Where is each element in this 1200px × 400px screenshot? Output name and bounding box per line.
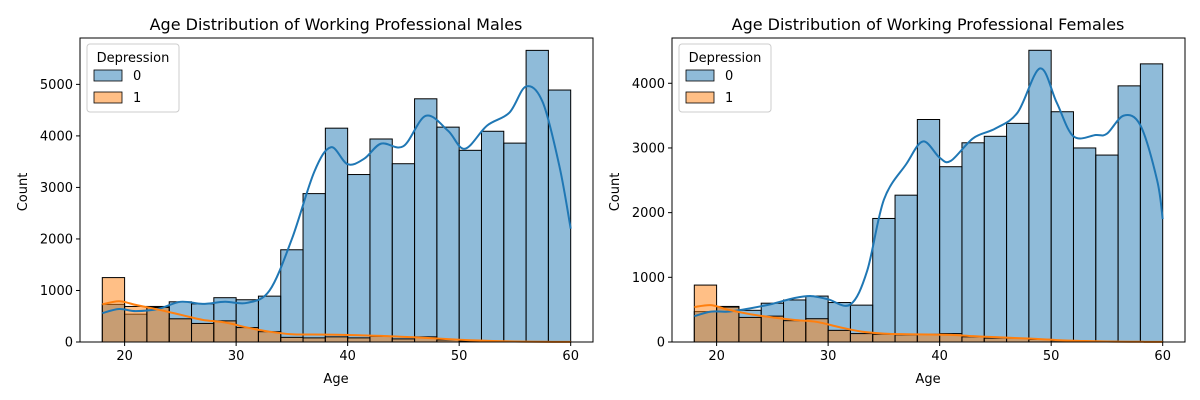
histogram-bar bbox=[480, 130, 505, 343]
y-tick-label: 3000 bbox=[632, 141, 665, 156]
y-axis-label: Count bbox=[16, 173, 31, 212]
histogram-bar bbox=[324, 336, 349, 343]
y-ticks: 0 1000 2000 3000 4000 5000 bbox=[40, 78, 80, 351]
histogram-bar bbox=[302, 193, 326, 343]
legend-swatch-1 bbox=[685, 91, 715, 104]
histogram-bar bbox=[1095, 154, 1119, 343]
legend: Depression 0 1 bbox=[86, 43, 180, 113]
histogram-bar bbox=[783, 320, 807, 343]
histogram-bars bbox=[693, 49, 1164, 343]
kde-line-1 bbox=[694, 304, 1163, 343]
y-tick-label: 4000 bbox=[40, 129, 73, 144]
histogram-bar bbox=[191, 322, 215, 343]
legend-swatch-0 bbox=[93, 69, 123, 82]
legend-label-1: 1 bbox=[133, 91, 141, 106]
chart-title: Age Distribution of Working Professional… bbox=[732, 15, 1125, 34]
x-ticks: 20 30 40 50 60 bbox=[116, 342, 579, 364]
y-tick-label: 1000 bbox=[632, 271, 665, 286]
histogram-bar bbox=[369, 138, 393, 343]
histogram-bar bbox=[983, 337, 1008, 343]
histogram-bar bbox=[1117, 85, 1141, 343]
y-tick-label: 3000 bbox=[40, 181, 73, 196]
histogram-bar bbox=[827, 329, 851, 343]
y-axis-label: Count bbox=[608, 173, 623, 212]
histogram-bar bbox=[369, 335, 393, 343]
histogram-bar bbox=[391, 163, 416, 343]
x-tick-label: 20 bbox=[708, 349, 725, 364]
y-tick-label: 2000 bbox=[632, 206, 665, 221]
x-tick-label: 50 bbox=[1043, 349, 1060, 364]
plot-frame bbox=[671, 37, 1186, 343]
legend-title: Depression bbox=[689, 51, 762, 66]
histogram-bar bbox=[939, 166, 963, 343]
histogram-bar bbox=[961, 336, 985, 343]
histogram-bar bbox=[872, 333, 896, 343]
chart-title: Age Distribution of Working Professional… bbox=[150, 15, 523, 34]
legend-swatch-0 bbox=[685, 69, 715, 82]
histogram-bar bbox=[436, 126, 460, 343]
x-tick-label: 40 bbox=[931, 349, 948, 364]
x-tick-label: 60 bbox=[1154, 349, 1171, 364]
x-tick-label: 60 bbox=[562, 349, 579, 364]
histogram-bar bbox=[760, 315, 785, 343]
legend-label-0: 0 bbox=[133, 69, 141, 84]
y-tick-label: 5000 bbox=[40, 78, 73, 93]
y-tick-label: 0 bbox=[657, 336, 665, 351]
kde-line-0 bbox=[102, 85, 572, 315]
histogram-bar bbox=[302, 337, 326, 343]
histogram-bar bbox=[849, 333, 874, 343]
legend-label-1: 1 bbox=[725, 91, 733, 106]
legend-swatch-1 bbox=[93, 91, 123, 104]
histogram-bar bbox=[525, 49, 549, 343]
x-tick-label: 30 bbox=[820, 349, 837, 364]
kde-curves bbox=[694, 67, 1164, 343]
x-tick-label: 30 bbox=[228, 349, 245, 364]
y-ticks: 0 1000 2000 3000 4000 bbox=[632, 77, 672, 351]
legend: Depression 0 1 bbox=[678, 43, 772, 113]
histogram-bar bbox=[738, 316, 762, 343]
kde-curves bbox=[102, 85, 572, 343]
histogram-bar bbox=[347, 337, 371, 343]
histogram-bar bbox=[961, 142, 985, 343]
histogram-bar bbox=[1028, 49, 1052, 343]
histogram-bar bbox=[872, 217, 896, 343]
female-age-histogram: Age Distribution of Working Professional… bbox=[608, 15, 1186, 387]
legend-label-0: 0 bbox=[725, 69, 733, 84]
y-tick-label: 1000 bbox=[40, 284, 73, 299]
y-tick-label: 2000 bbox=[40, 232, 73, 247]
histogram-bar bbox=[894, 334, 918, 343]
x-axis-label: Age bbox=[323, 372, 348, 387]
histogram-bar bbox=[503, 142, 527, 343]
histogram-bar bbox=[347, 174, 371, 343]
y-tick-label: 0 bbox=[65, 336, 73, 351]
male-age-histogram: Age Distribution of Working Professional… bbox=[16, 15, 594, 387]
histogram-bars bbox=[101, 49, 572, 343]
y-tick-label: 4000 bbox=[632, 77, 665, 92]
histogram-bar bbox=[458, 149, 482, 343]
plot-frame bbox=[79, 37, 594, 343]
histogram-bar bbox=[547, 89, 572, 343]
legend-title: Depression bbox=[97, 51, 170, 66]
histogram-bar bbox=[414, 98, 438, 343]
histogram-bar bbox=[1006, 122, 1030, 343]
x-tick-label: 20 bbox=[116, 349, 133, 364]
x-axis-label: Age bbox=[915, 372, 940, 387]
histogram-bar bbox=[280, 249, 304, 343]
histogram-bar bbox=[894, 194, 918, 343]
histogram-bar bbox=[1139, 63, 1164, 343]
histogram-bar bbox=[146, 306, 170, 343]
histogram-bar bbox=[168, 318, 193, 343]
x-tick-label: 40 bbox=[339, 349, 356, 364]
histogram-bar bbox=[280, 336, 304, 343]
x-tick-label: 50 bbox=[451, 349, 468, 364]
kde-line-0 bbox=[694, 67, 1164, 318]
histogram-bar bbox=[1050, 111, 1074, 343]
histogram-bar bbox=[1072, 147, 1097, 343]
histogram-bar bbox=[983, 135, 1008, 343]
kde-line-1 bbox=[102, 300, 571, 343]
x-ticks: 20 30 40 50 60 bbox=[708, 342, 1171, 364]
